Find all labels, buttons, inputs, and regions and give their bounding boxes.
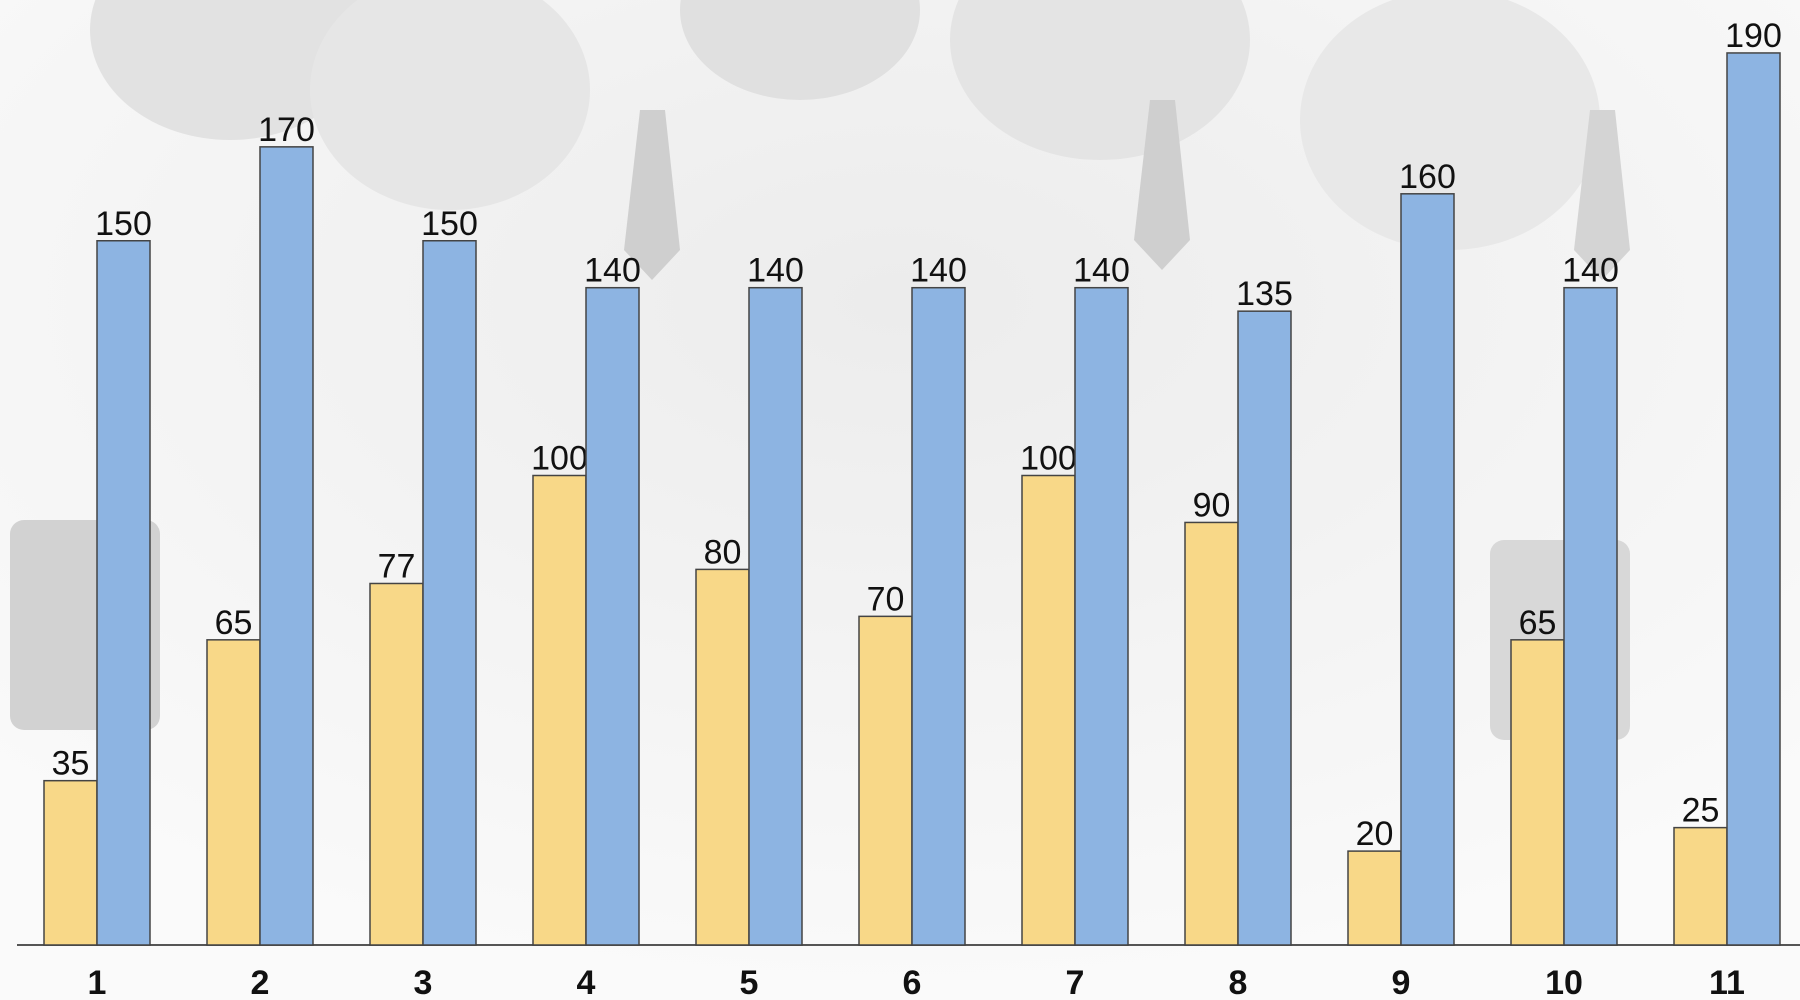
x-tick-label: 10 (1545, 964, 1583, 1000)
value-label: 100 (1020, 440, 1077, 478)
x-tick-label: 1 (88, 964, 107, 1000)
bar (369, 582, 424, 946)
bar (43, 779, 98, 946)
value-label: 150 (421, 205, 478, 243)
value-label: 25 (1682, 792, 1720, 830)
value-label: 160 (1399, 158, 1456, 196)
bar (1400, 193, 1455, 946)
value-label: 140 (584, 252, 641, 290)
x-tick-label: 7 (1066, 964, 1085, 1000)
value-label: 20 (1356, 815, 1394, 853)
x-tick-label: 11 (1709, 964, 1745, 1000)
bar (532, 474, 587, 946)
x-tick-label: 2 (251, 964, 270, 1000)
value-label: 65 (215, 604, 253, 642)
value-label: 80 (704, 533, 742, 571)
value-label: 140 (1073, 252, 1130, 290)
x-tick-label: 5 (740, 964, 759, 1000)
value-label: 140 (747, 252, 804, 290)
value-label: 65 (1519, 604, 1557, 642)
bar (1563, 286, 1618, 946)
bar (1237, 310, 1292, 946)
value-label: 135 (1236, 275, 1293, 313)
value-label: 70 (867, 580, 905, 618)
value-label: 77 (378, 547, 416, 585)
value-label: 140 (1562, 252, 1619, 290)
value-label: 100 (531, 440, 588, 478)
x-tick-label: 3 (414, 964, 433, 1000)
bar (1021, 474, 1076, 946)
bar (748, 286, 803, 946)
bar (259, 146, 314, 946)
x-tick-label: 8 (1229, 964, 1248, 1000)
value-label: 140 (910, 252, 967, 290)
bar (911, 286, 966, 946)
value-label: 90 (1193, 486, 1231, 524)
bar (1184, 521, 1239, 946)
bar (1510, 639, 1565, 946)
bar (695, 568, 750, 946)
bar (206, 639, 261, 946)
x-tick-label: 6 (903, 964, 922, 1000)
x-tick-label: 4 (577, 964, 596, 1000)
bar (1347, 850, 1402, 946)
bar (422, 240, 477, 946)
value-label: 190 (1725, 17, 1782, 55)
bar (1673, 826, 1728, 946)
value-label: 35 (52, 745, 90, 783)
value-label: 170 (258, 111, 315, 149)
bar (1726, 52, 1781, 946)
x-tick-label: 9 (1392, 964, 1411, 1000)
bar (96, 240, 151, 946)
bar (585, 286, 640, 946)
bar (858, 615, 913, 946)
value-label: 150 (95, 205, 152, 243)
bar (1074, 286, 1129, 946)
